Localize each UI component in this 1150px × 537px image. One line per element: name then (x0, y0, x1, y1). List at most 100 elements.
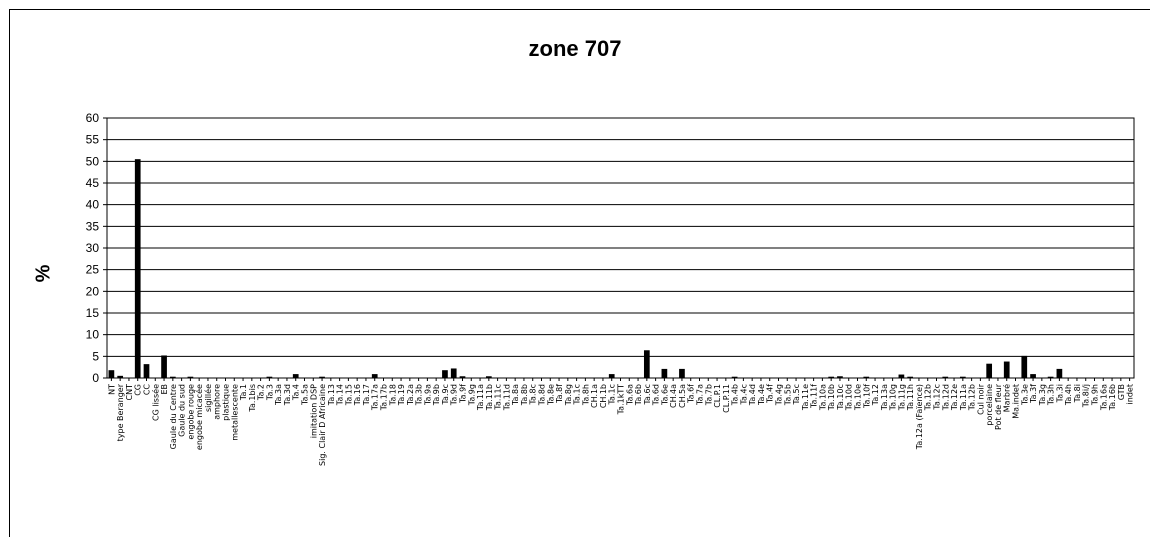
x-tick-label: Ta.3f (1029, 384, 1038, 404)
x-tick-label: Ta.7b (704, 384, 713, 406)
y-tick-label: 55 (86, 133, 100, 147)
x-tick-label: Ta.17b (380, 384, 389, 411)
x-tick-label: CNT (125, 384, 134, 401)
x-tick-label: Ta.5b (783, 384, 792, 406)
x-tick-label: Ma.indet (1012, 384, 1021, 419)
x-tick-label: Ta.3i (1055, 384, 1064, 403)
x-tick-label: Ta.9g (467, 384, 476, 406)
bar (942, 376, 949, 378)
y-tick-label: 60 (86, 111, 100, 125)
y-tick-label: 0 (92, 371, 99, 385)
x-tick-label: CH.1b (599, 384, 608, 408)
x-tick-label: Ta.10b (827, 384, 836, 411)
x-tick-label: Ta.8a (511, 384, 520, 406)
x-tick-label: Ta.4f (766, 384, 775, 404)
x-tick-label: Ta.3d (283, 384, 292, 406)
x-tick-label: Ta.12b (968, 384, 977, 411)
x-tick-label: CL.P.11 (722, 384, 731, 413)
x-tick-label: Ta.8c (529, 384, 538, 406)
x-tick-label: Ta.12c (933, 384, 942, 411)
x-tick-label: CG lissée (150, 384, 160, 421)
x-tick-label: Ta.1c (573, 384, 582, 406)
x-tick-label: Ta.4d (748, 384, 757, 406)
bar (1003, 361, 1010, 378)
bar (1021, 355, 1028, 378)
x-tick-label: Ta.17a (371, 384, 380, 411)
bar (828, 376, 835, 378)
x-tick-label: Ta.11g (897, 384, 906, 411)
x-tick-label: Ta.3a (274, 384, 283, 406)
x-tick-label: Ta.18 (388, 384, 397, 406)
x-tick-label: Ta.10g (889, 384, 898, 411)
x-tick-label: Ta.6e (660, 384, 669, 406)
x-tick-label: Ta.13a (880, 384, 889, 411)
y-tick-label: 45 (86, 176, 100, 190)
y-tick-label: 35 (86, 219, 100, 233)
x-tick-label: indet (1126, 384, 1135, 404)
x-tick-label: type Beranger (116, 383, 125, 441)
y-tick-label: 10 (86, 328, 100, 342)
x-tick-label: Cul noir (976, 383, 985, 415)
bar (898, 374, 905, 378)
x-tick-label: Ta.3 (265, 384, 274, 401)
x-tick-label: Ta.8g (564, 384, 573, 406)
x-tick-label: Ta.5a (301, 384, 310, 406)
x-tick-label: NT (107, 384, 116, 395)
bar (837, 376, 843, 378)
x-tick-label: Ta.13 (327, 384, 336, 406)
x-tick-label: Ta.9c (441, 384, 450, 406)
bar (187, 376, 194, 378)
x-tick-label: Ta.4 (292, 384, 301, 401)
x-tick-label: Ta.11b (485, 384, 494, 411)
x-tick-label: Ta.11e (801, 384, 810, 411)
bar (731, 376, 738, 378)
y-tick-label: 50 (86, 154, 100, 168)
y-tick-label: 5 (92, 349, 99, 363)
bar (459, 376, 466, 378)
x-tick-label: Ta.15 (344, 384, 353, 406)
x-tick-label: Ta.12b (924, 384, 933, 411)
x-tick-label: Marbré (1002, 384, 1012, 412)
x-tick-label: CG (134, 384, 143, 396)
x-tick-label: Ta.3h (1047, 384, 1056, 406)
x-tick-label: Ta.6c (643, 384, 652, 406)
x-tick-label: Ta.16b (1108, 384, 1117, 411)
bar (643, 350, 650, 378)
bar (608, 374, 615, 378)
x-tick-label: Ta.6d (652, 384, 661, 406)
bar (1030, 374, 1036, 378)
bar (450, 368, 457, 378)
x-tick-label: Ta.8i (1073, 384, 1082, 403)
chart-title: zone 707 (528, 36, 622, 61)
x-tick-label: CC (143, 384, 152, 396)
chart-frame (9, 9, 1150, 537)
bar (442, 370, 448, 378)
x-tick-label: Ta.9a (423, 384, 432, 406)
x-tick-label: Ta.8d (538, 384, 547, 406)
x-tick-label: EB (160, 384, 169, 395)
x-tick-label: Ta.16a (1099, 384, 1108, 411)
x-tick-label: Ta.10f (862, 384, 871, 409)
bar (986, 363, 993, 378)
y-tick-label: 20 (86, 284, 100, 298)
x-tick-label: Ta.4c (739, 384, 748, 406)
y-tick-label: 40 (86, 198, 100, 212)
bar (161, 355, 167, 378)
x-tick-label: engobe rouge (186, 384, 195, 440)
x-tick-label: Ta.8f (555, 384, 564, 404)
x-tick-label: Ta.6b (634, 384, 643, 406)
x-tick-label: Ta.4e (757, 384, 766, 406)
x-tick-label: Ta.11f (810, 384, 819, 409)
bar (1047, 376, 1054, 378)
x-tick-label: Ta.8b (520, 384, 529, 406)
x-tick-label: Ta.4h (1064, 384, 1073, 406)
x-tick-label: Ta.14 (336, 384, 345, 406)
y-tick-label: 25 (86, 263, 100, 277)
bar (679, 368, 685, 378)
bar (371, 374, 378, 378)
x-tick-label: metallescente (230, 384, 239, 441)
bar (907, 376, 914, 378)
x-tick-label: Ta.11d (502, 384, 511, 411)
bar (143, 364, 150, 378)
